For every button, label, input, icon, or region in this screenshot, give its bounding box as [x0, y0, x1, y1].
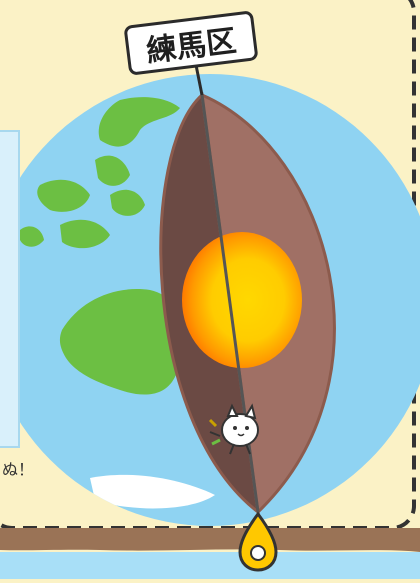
ground: [0, 528, 420, 552]
cross-section: [159, 92, 336, 516]
land-islands-a: [37, 179, 90, 212]
land-islands-c: [60, 219, 110, 249]
cat-character-icon: [208, 403, 259, 455]
land-australia: [59, 289, 182, 395]
land-north: [98, 97, 180, 147]
left-info-panel: [0, 130, 20, 448]
land-islands-d: [110, 189, 145, 216]
core: [182, 232, 302, 368]
side-caption: ぬ！: [2, 460, 35, 479]
land-islands-b: [95, 155, 130, 186]
land-south: [90, 474, 215, 509]
land-islands-e: [20, 226, 44, 247]
location-pin-icon: [238, 511, 278, 572]
water: [0, 552, 420, 579]
